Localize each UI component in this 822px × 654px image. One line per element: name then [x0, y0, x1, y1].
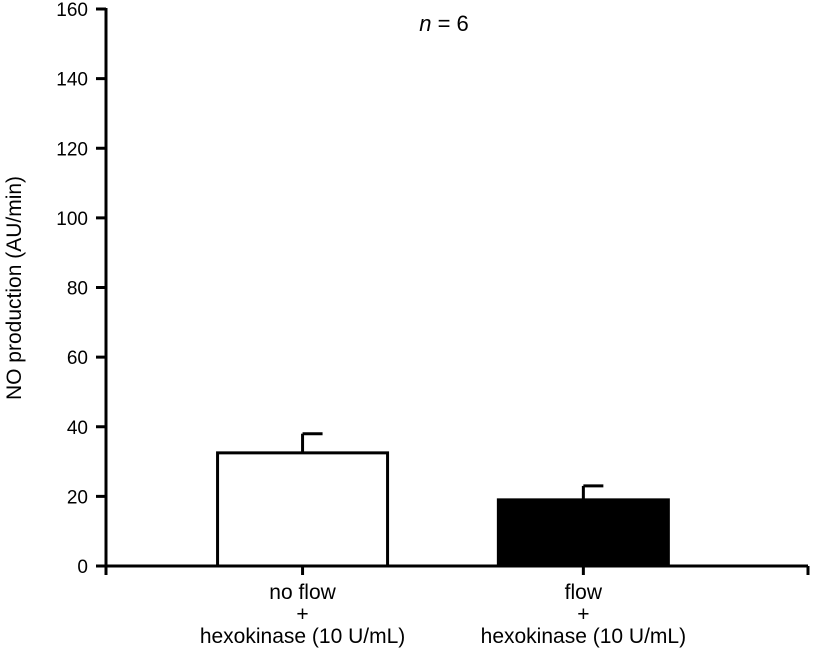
- x-category-label-1-line-2: hexokinase (10 U/mL): [481, 625, 686, 648]
- error-bars-group: [301, 432, 604, 500]
- y-tick-label-60: 60: [67, 348, 88, 369]
- x-category-label-0-line-2: hexokinase (10 U/mL): [200, 625, 405, 648]
- y-tick-label-40: 40: [67, 418, 88, 439]
- y-tick-label-0: 0: [77, 557, 88, 578]
- y-tick-label-120: 120: [56, 139, 88, 160]
- sample-size-symbol: n: [419, 11, 431, 36]
- axes-group: [104, 8, 810, 575]
- y-tick-label-160: 160: [56, 0, 88, 21]
- x-category-label-0-line-0: no flow: [269, 581, 336, 604]
- x-category-label-1-line-0: flow: [565, 581, 603, 604]
- y-tick-label-80: 80: [67, 279, 88, 300]
- sample-size-annotation: n = 6: [419, 11, 469, 36]
- y-axis-title: NO production (AU/min): [3, 176, 26, 400]
- y-tick-label-100: 100: [56, 209, 88, 230]
- x-category-labels: no flow+hexokinase (10 U/mL)flow+hexokin…: [200, 581, 686, 648]
- bars-group: [216, 451, 670, 568]
- bar-1: [496, 498, 670, 568]
- sample-size-value: = 6: [431, 11, 468, 36]
- y-tick-label-140: 140: [56, 70, 88, 91]
- bar-0: [216, 451, 390, 568]
- y-ticks-group: 0 20 40 60 80 100 120 140 160: [56, 0, 106, 578]
- x-category-label-0-line-1: +: [296, 603, 308, 626]
- x-category-label-1-line-1: +: [577, 603, 589, 626]
- y-tick-label-20: 20: [67, 487, 88, 508]
